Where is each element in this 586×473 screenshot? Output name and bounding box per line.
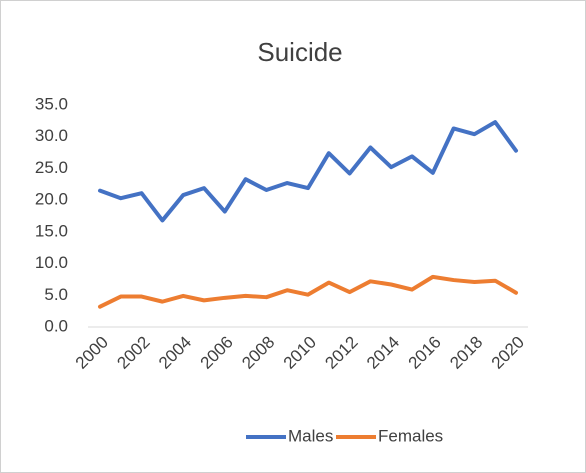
line xyxy=(98,274,518,309)
legend-label: Males xyxy=(288,426,333,445)
chart-title: Suicide xyxy=(257,37,342,67)
y-tick-label: 35.0 xyxy=(35,94,68,113)
line xyxy=(98,120,518,223)
y-tick-label: 15.0 xyxy=(35,221,68,240)
y-tick-label: 0.0 xyxy=(44,316,68,335)
y-tick-label: 20.0 xyxy=(35,190,68,209)
y-tick-label: 5.0 xyxy=(44,285,68,304)
y-tick-label: 25.0 xyxy=(35,158,68,177)
legend-label: Females xyxy=(378,426,443,445)
y-tick-label: 30.0 xyxy=(35,126,68,145)
y-tick-label: 10.0 xyxy=(35,253,68,272)
